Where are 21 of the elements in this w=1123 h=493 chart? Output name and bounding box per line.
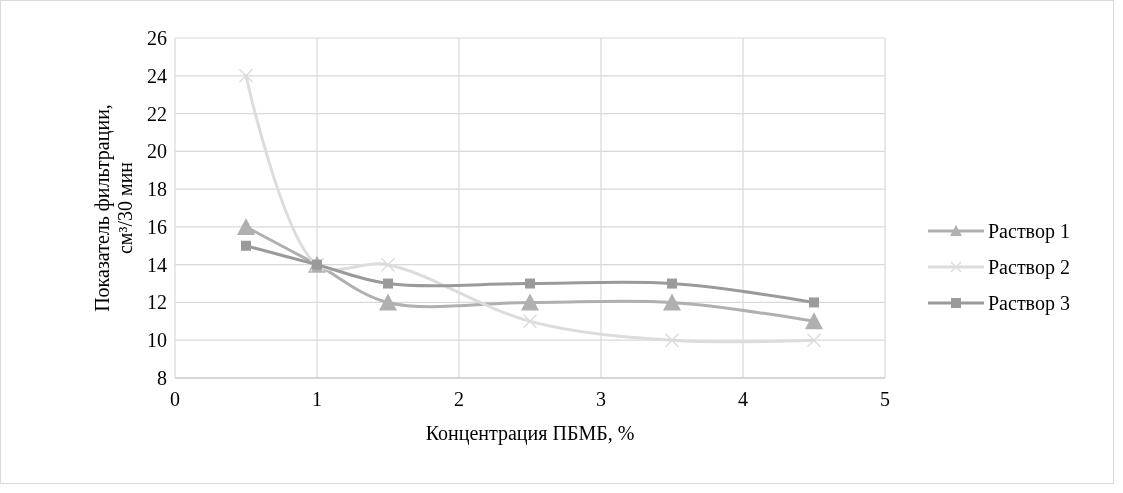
y-tick-label: 8: [157, 367, 167, 389]
x-tick-label: 2: [454, 388, 464, 410]
y-tick-label: 12: [147, 291, 167, 314]
legend-label: Раствор 1: [988, 220, 1070, 243]
y-tick-label: 18: [147, 178, 167, 201]
x-tick-label: 1: [312, 388, 322, 410]
y-tick-label: 20: [147, 140, 167, 163]
y-tick-label: 22: [147, 102, 167, 125]
legend-label: Раствор 2: [988, 256, 1070, 279]
y-tick-label: 24: [147, 64, 167, 87]
y-axis-title: Показатель фильтрации, см³/30 мин: [91, 104, 136, 312]
y-tick-label: 16: [147, 215, 167, 238]
x-tick-label: 0: [170, 388, 180, 410]
y-tick-label: 10: [147, 329, 167, 352]
x-tick-label: 5: [880, 388, 890, 410]
x-axis-title: Концентрация ПБМБ, %: [425, 422, 635, 445]
y-tick-label: 26: [147, 27, 167, 49]
y-tick-label: 14: [147, 253, 167, 276]
x-tick-label: 4: [738, 388, 748, 410]
x-tick-label: 3: [596, 388, 606, 410]
legend-label: Раствор 3: [988, 292, 1070, 315]
